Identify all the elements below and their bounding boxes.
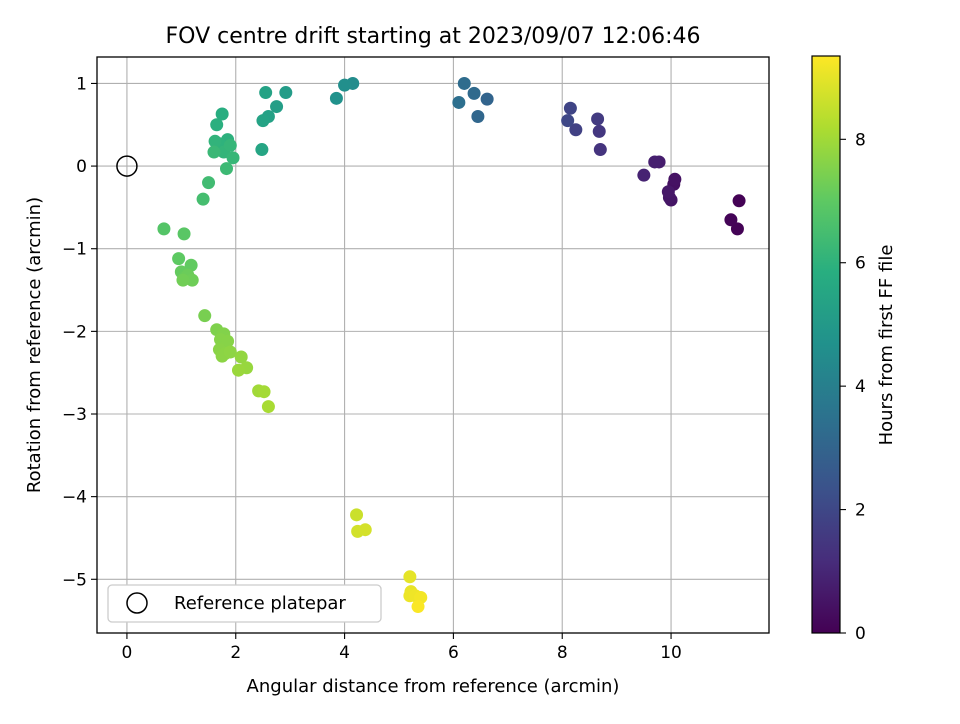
data-point — [223, 345, 237, 359]
colorbar-gradient — [811, 55, 841, 634]
colorbar-tick-label: 2 — [855, 501, 866, 521]
legend-box — [107, 584, 382, 623]
x-tick-label: 2 — [230, 643, 241, 663]
y-tick-label: −1 — [62, 240, 87, 260]
data-point — [661, 185, 675, 199]
data-point — [452, 95, 466, 109]
data-point — [350, 508, 364, 522]
data-point — [221, 334, 235, 348]
data-point — [255, 143, 269, 157]
data-point — [177, 227, 191, 241]
data-point — [648, 155, 662, 169]
data-point — [185, 273, 199, 287]
data-point — [358, 523, 372, 537]
data-point — [261, 400, 275, 414]
data-point — [467, 86, 481, 100]
data-point — [730, 222, 744, 236]
legend: Reference platepar — [107, 584, 382, 623]
x-tick-label: 6 — [448, 643, 459, 663]
data-point — [259, 86, 273, 100]
data-point — [338, 78, 352, 92]
data-point — [210, 118, 224, 132]
data-point — [223, 138, 237, 152]
data-point — [279, 86, 293, 100]
plot-frame — [96, 56, 770, 634]
colorbar-label: Hours from first FF file — [876, 245, 897, 446]
data-point — [637, 168, 651, 182]
data-point — [668, 172, 682, 186]
data-point — [569, 123, 583, 137]
y-tick-label: −5 — [62, 570, 87, 590]
colorbar-tick-label: 6 — [855, 254, 866, 274]
data-point — [202, 176, 216, 190]
data-point — [593, 143, 607, 157]
data-point — [724, 213, 738, 227]
data-point — [270, 100, 284, 114]
data-point — [563, 101, 577, 115]
data-point — [220, 162, 234, 176]
data-point — [184, 258, 198, 272]
y-tick-label: −2 — [62, 322, 87, 342]
data-point — [208, 134, 222, 148]
data-points — [116, 76, 746, 614]
y-tick-label: 1 — [76, 74, 87, 94]
x-axis-label: Angular distance from reference (arcmin) — [247, 676, 620, 697]
x-tick-label: 10 — [660, 643, 682, 663]
data-point — [234, 350, 248, 364]
data-point — [226, 151, 240, 165]
data-point — [157, 222, 171, 236]
colorbar-ticks: 0 2 4 6 8 — [840, 130, 866, 644]
data-point — [471, 110, 485, 124]
x-axis-ticks: 0 2 4 6 8 10 — [122, 633, 682, 663]
data-point — [329, 91, 343, 105]
legend-entry-reference: Reference platepar — [174, 593, 346, 614]
data-point — [231, 363, 245, 377]
legend-marker-reference — [126, 592, 148, 614]
data-point — [257, 385, 271, 399]
x-tick-label: 0 — [122, 643, 133, 663]
y-tick-label: 0 — [76, 157, 87, 177]
colorbar-tick-label: 4 — [855, 377, 866, 397]
data-point — [196, 192, 210, 206]
data-point — [480, 92, 494, 106]
data-point — [411, 600, 425, 614]
x-tick-label: 4 — [339, 643, 350, 663]
y-tick-label: −4 — [62, 488, 87, 508]
data-point — [256, 114, 270, 128]
data-point — [591, 112, 605, 126]
data-point — [403, 570, 417, 584]
x-tick-label: 8 — [557, 643, 568, 663]
y-axis-label: Rotation from reference (arcmin) — [24, 197, 45, 493]
grid — [97, 57, 769, 633]
colorbar: 0 2 4 6 8 Hours from first FF file — [811, 55, 897, 644]
data-point — [176, 273, 190, 287]
y-axis-ticks: 1 0 −1 −2 −3 −4 −5 — [62, 74, 97, 590]
data-point — [732, 194, 746, 208]
colorbar-tick-label: 0 — [855, 624, 866, 644]
chart-title: FOV centre drift starting at 2023/09/07 … — [166, 24, 701, 49]
data-point — [198, 309, 212, 323]
data-point — [215, 107, 229, 121]
data-point — [561, 114, 575, 128]
reference-platepar-marker — [116, 155, 138, 177]
data-point — [207, 145, 221, 159]
data-point — [592, 124, 606, 138]
data-point — [172, 252, 186, 266]
y-tick-label: −3 — [62, 405, 87, 425]
data-point — [457, 76, 471, 90]
colorbar-tick-label: 8 — [855, 130, 866, 150]
